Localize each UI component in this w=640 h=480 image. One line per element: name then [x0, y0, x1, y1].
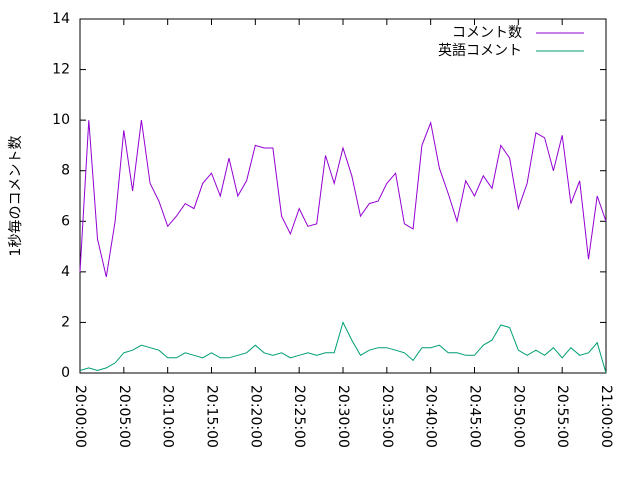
- x-tick-label: 21:00:00: [598, 385, 614, 448]
- x-tick-label: 20:15:00: [204, 385, 220, 448]
- series-line: [79, 321, 607, 374]
- y-tick-label: 2: [61, 314, 70, 330]
- legend-label: コメント数: [452, 25, 522, 41]
- x-tick-label: 20:35:00: [379, 385, 395, 448]
- y-tick-label: 12: [52, 62, 70, 78]
- y-tick-label: 4: [61, 264, 70, 280]
- y-tick-label: 6: [61, 213, 70, 229]
- legend-label: 英語コメント: [438, 42, 522, 59]
- y-axis-label: 1秒毎のコメント数: [8, 136, 24, 257]
- x-tick-label: 20:10:00: [160, 385, 176, 448]
- x-tick-label: 20:40:00: [423, 385, 439, 448]
- x-tick-label: 20:00:00: [72, 385, 88, 448]
- y-tick-label: 8: [61, 163, 70, 179]
- x-tick-label: 20:20:00: [247, 385, 263, 448]
- x-tick-label: 20:45:00: [467, 385, 483, 448]
- x-tick-label: 20:05:00: [116, 385, 132, 448]
- y-tick-label: 14: [52, 11, 70, 27]
- x-tick-label: 20:55:00: [554, 385, 570, 448]
- plot-border: [79, 18, 607, 374]
- y-tick-label: 10: [52, 112, 70, 128]
- series-line: [79, 120, 607, 278]
- x-tick-label: 20:25:00: [291, 385, 307, 448]
- x-tick-label: 20:50:00: [510, 385, 526, 448]
- x-tick-label: 20:30:00: [335, 385, 351, 448]
- y-tick-label: 0: [61, 365, 70, 381]
